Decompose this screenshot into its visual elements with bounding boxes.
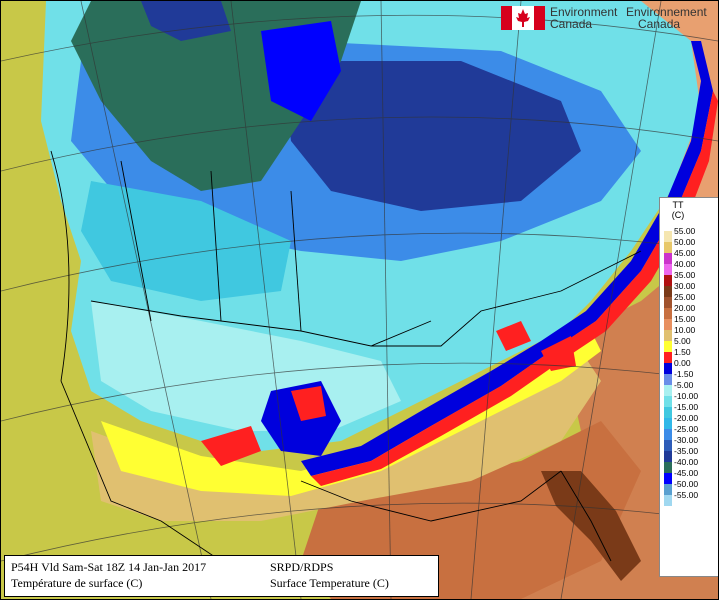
prairie-lightblue xyxy=(81,181,291,301)
legend-swatch xyxy=(664,352,672,363)
legend-label: 35.00 xyxy=(674,270,696,280)
legend-label: 10.00 xyxy=(674,325,696,335)
government-logo: Environment Canada Environnement Canada xyxy=(498,4,716,32)
legend-labels: 55.00 50.00 45.00 40.00 35.00 30.00 25.00 20.00… xyxy=(674,226,718,501)
legend-swatch xyxy=(664,418,672,429)
texas-red xyxy=(291,386,326,421)
legend-label: -35.00 xyxy=(674,446,699,456)
legend-swatches xyxy=(664,231,672,506)
legend-label: 45.00 xyxy=(674,248,696,258)
legend-label: 40.00 xyxy=(674,259,696,269)
legend-swatch xyxy=(664,484,672,495)
legend-swatch xyxy=(664,495,672,506)
east-red xyxy=(541,336,576,371)
legend-label: -45.00 xyxy=(674,468,699,478)
caption-model: SRPD/RDPS xyxy=(270,560,334,574)
legend-label: -20.00 xyxy=(674,413,699,423)
legend-swatch xyxy=(664,407,672,418)
map-caption: P54H Vld Sam-Sat 18Z 14 Jan-Jan 2017 Tem… xyxy=(4,555,439,597)
florida-region xyxy=(541,471,641,581)
legend-swatch xyxy=(664,473,672,484)
legend-label: 25.00 xyxy=(674,292,696,302)
legend-label: 0.00 xyxy=(674,358,691,368)
legend-label: -5.00 xyxy=(674,380,694,390)
logo-text-environment-en: Environment xyxy=(550,5,618,19)
legend-label: 15.00 xyxy=(674,314,696,324)
color-legend: TT (C) 55.00 50.00 45.00 40.00 35.00 30.00 25.… xyxy=(659,197,718,577)
canada-flag-icon xyxy=(501,6,545,30)
hudson-deepblue xyxy=(281,61,581,211)
legend-unit: (C) xyxy=(671,210,685,220)
legend-swatch xyxy=(664,396,672,407)
legend-swatch xyxy=(664,440,672,451)
legend-variable-code: TT xyxy=(672,200,684,210)
legend-swatch xyxy=(664,341,672,352)
legend-swatch xyxy=(664,242,672,253)
legend-swatch xyxy=(664,385,672,396)
legend-label: 20.00 xyxy=(674,303,696,313)
legend-swatch xyxy=(664,275,672,286)
arctic-cold xyxy=(261,21,341,121)
legend-swatch xyxy=(664,253,672,264)
legend-label: 50.00 xyxy=(674,237,696,247)
great-lakes-red xyxy=(496,321,531,351)
legend-label: 30.00 xyxy=(674,281,696,291)
caption-title-en: Surface Temperature (C) xyxy=(270,576,389,590)
legend-swatch xyxy=(664,231,672,242)
legend-swatch xyxy=(664,264,672,275)
legend-label: -10.00 xyxy=(674,391,699,401)
legend-swatch xyxy=(664,363,672,374)
caption-title-fr: Température de surface (C) xyxy=(11,576,143,590)
legend-label: -25.00 xyxy=(674,424,699,434)
legend-swatch xyxy=(664,429,672,440)
legend-swatch xyxy=(664,451,672,462)
legend-label: -50.00 xyxy=(674,479,699,489)
legend-label: -1.50 xyxy=(674,369,694,379)
gulf-warm xyxy=(301,421,641,599)
logo-text-canada-en: Canada xyxy=(550,17,593,31)
legend-swatch xyxy=(664,308,672,319)
legend-swatch xyxy=(664,286,672,297)
legend-label: -15.00 xyxy=(674,402,699,412)
legend-label: -30.00 xyxy=(674,435,699,445)
logo-text-environnement-fr: Environnement xyxy=(626,5,707,19)
legend-swatch xyxy=(664,297,672,308)
logo-text-canada-fr: Canada xyxy=(638,17,681,31)
legend-swatch xyxy=(664,462,672,473)
legend-swatch xyxy=(664,319,672,330)
legend-swatch xyxy=(664,330,672,341)
legend-label: 5.00 xyxy=(674,336,691,346)
legend-label: -55.00 xyxy=(674,490,699,500)
legend-label: 55.00 xyxy=(674,226,696,236)
legend-label: 1.50 xyxy=(674,347,691,357)
sw-red xyxy=(201,426,261,466)
legend-swatch xyxy=(664,374,672,385)
legend-label: -40.00 xyxy=(674,457,699,467)
caption-valid-time: P54H Vld Sam-Sat 18Z 14 Jan-Jan 2017 xyxy=(11,560,207,574)
warm-line xyxy=(311,91,718,486)
arctic-cold-2 xyxy=(141,1,231,41)
